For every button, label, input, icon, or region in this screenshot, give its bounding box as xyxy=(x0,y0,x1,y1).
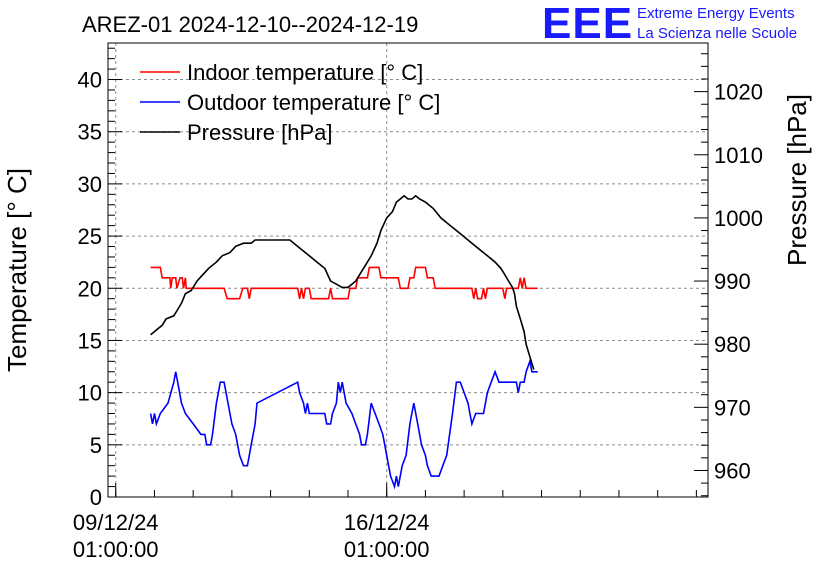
left-tick-label: 5 xyxy=(90,433,102,458)
x-tick-label: 09/12/24 xyxy=(73,510,159,535)
right-tick-label: 960 xyxy=(714,458,751,483)
right-tick-label: 1010 xyxy=(714,143,763,168)
left-tick-label: 10 xyxy=(78,381,102,406)
right-tick-label: 980 xyxy=(714,332,751,357)
logo-mark: EEE xyxy=(542,0,634,48)
left-tick-label: 35 xyxy=(78,120,102,145)
left-tick-label: 30 xyxy=(78,172,102,197)
right-tick-label: 1000 xyxy=(714,206,763,231)
y-axis-title: Temperature [° C] xyxy=(2,168,32,372)
x-tick-label: 01:00:00 xyxy=(344,537,430,562)
left-tick-label: 25 xyxy=(78,224,102,249)
plot-frame xyxy=(107,42,709,498)
chart-title: AREZ-01 2024-12-10--2024-12-19 xyxy=(82,12,418,37)
series-line-1 xyxy=(150,266,538,300)
legend-label-1: Indoor temperature [° C] xyxy=(187,60,423,85)
series-line-3 xyxy=(150,194,535,370)
x-tick-label: 16/12/24 xyxy=(344,510,430,535)
y2-axis-title: Pressure [hPa] xyxy=(782,94,812,266)
logo-line1: Extreme Energy Events xyxy=(637,5,795,22)
right-tick-label: 970 xyxy=(714,395,751,420)
left-tick-label: 0 xyxy=(90,485,102,510)
x-tick-label: 01:00:00 xyxy=(73,537,159,562)
left-tick-label: 40 xyxy=(78,68,102,93)
legend-label-3: Pressure [hPa] xyxy=(187,120,333,145)
left-tick-label: 15 xyxy=(78,328,102,353)
legend-label-2: Outdoor temperature [° C] xyxy=(187,90,440,115)
series-line-2 xyxy=(149,358,538,490)
eee-logo: EEE Extreme Energy Events La Scienza nel… xyxy=(542,2,832,46)
right-tick-label: 990 xyxy=(714,269,751,294)
right-tick-label: 1020 xyxy=(714,80,763,105)
left-tick-label: 20 xyxy=(78,276,102,301)
logo-line2: La Scienza nelle Scuole xyxy=(637,25,798,42)
